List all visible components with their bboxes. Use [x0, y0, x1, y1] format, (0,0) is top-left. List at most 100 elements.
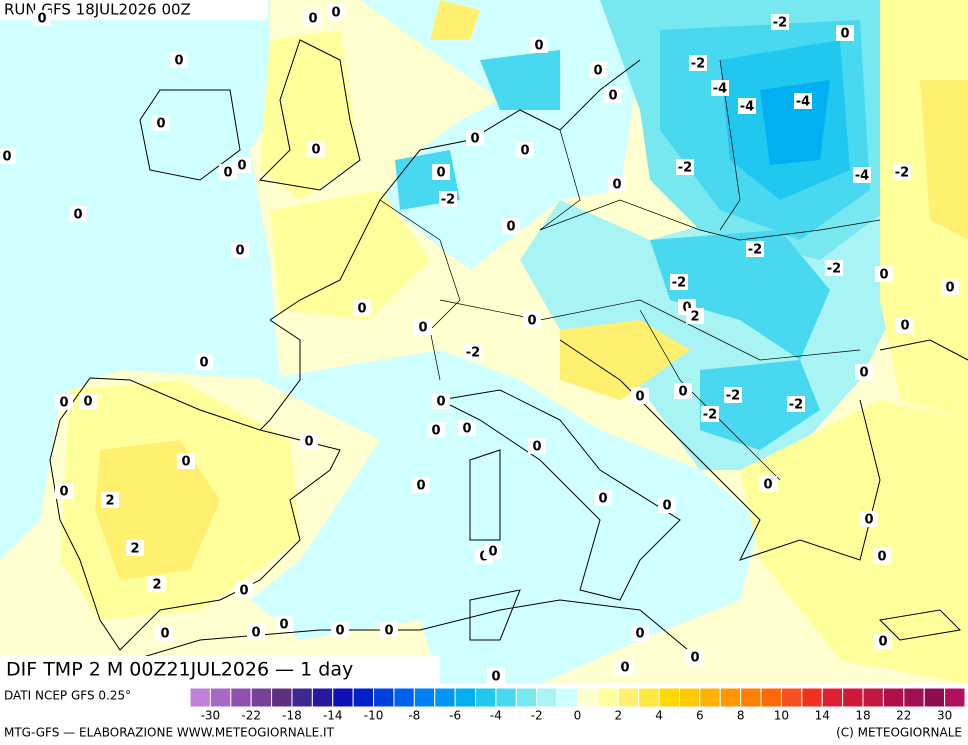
label-bg — [101, 492, 119, 508]
contour-label: 0 — [678, 385, 687, 400]
contour-label: 0 — [608, 89, 617, 104]
label-bg — [275, 616, 293, 632]
contour-label: 0 — [900, 319, 909, 334]
contour-label: -2 — [789, 398, 803, 413]
contour-label: 0 — [37, 12, 46, 27]
label-bg — [484, 543, 502, 559]
scale-box — [597, 687, 619, 708]
scale-box — [332, 687, 354, 708]
label-bg — [458, 420, 476, 436]
run-label: RUN GFS 18JUL2026 00Z — [4, 1, 191, 19]
contour-label: 2 — [690, 310, 699, 325]
label-bg — [33, 10, 51, 26]
contour-label: 0 — [235, 244, 244, 259]
scale-box — [209, 687, 232, 708]
label-bg — [530, 37, 548, 53]
scale-box — [393, 687, 415, 708]
contour-label: 0 — [239, 584, 248, 599]
contour-label: 0 — [462, 422, 471, 437]
label-bg — [487, 668, 505, 684]
label-bg — [853, 167, 871, 183]
scale-box — [780, 687, 803, 708]
field-shading — [0, 0, 968, 684]
scale-tick-label: -2 — [531, 709, 543, 723]
contour-label: 0 — [59, 485, 68, 500]
label-bg — [300, 433, 318, 449]
contour-label: 0 — [520, 144, 529, 159]
contour-label: -2 — [703, 408, 717, 423]
scale-box — [230, 687, 252, 708]
label-bg — [380, 622, 398, 638]
scale-tick-label: -8 — [408, 709, 420, 723]
label-bg — [0, 148, 16, 164]
contour-label: 0 — [436, 395, 445, 410]
contour-label: 0 — [593, 64, 602, 79]
scale-tick-label: 22 — [896, 709, 911, 723]
run-box — [0, 0, 268, 20]
label-bg — [674, 383, 692, 399]
label-bg — [941, 279, 959, 295]
label-bg — [658, 497, 676, 513]
contour-label: 0 — [945, 281, 954, 296]
scale-tick-label: -22 — [241, 709, 261, 723]
label-bg — [152, 115, 170, 131]
label-bg — [746, 241, 764, 257]
label-bg — [439, 191, 457, 207]
label-bg — [608, 176, 626, 192]
scale-box — [719, 687, 742, 708]
label-bg — [231, 242, 249, 258]
label-bg — [893, 164, 911, 180]
label-bg — [631, 625, 649, 641]
contour-label: -2 — [773, 16, 787, 31]
contour-label: -2 — [726, 389, 740, 404]
label-bg — [412, 477, 430, 493]
scale-tick-label: 8 — [737, 709, 745, 723]
scale-box — [944, 687, 966, 708]
label-bg — [55, 483, 73, 499]
label-bg — [724, 387, 742, 403]
contour-label: 0 — [384, 624, 393, 639]
scale-tick-label: -30 — [201, 709, 221, 723]
contour-label: -2 — [466, 346, 480, 361]
contour-label: 0 — [635, 627, 644, 642]
label-bg — [55, 394, 73, 410]
contour-label: 0 — [418, 321, 427, 336]
contour-label: 0 — [488, 545, 497, 560]
scale-box — [556, 687, 579, 708]
contour-label: -4 — [855, 169, 869, 184]
label-bg — [502, 218, 520, 234]
contour-labels: 0 0 0 0 0 -2 0 -2 0 -4 0 -4 -4 0 0 0 0 0 0 0 -2 -4 -2 0 -2 0 0 0 0 -2… — [0, 4, 959, 685]
scale-box — [658, 687, 680, 708]
scale-box — [617, 687, 640, 708]
label-bg — [523, 312, 541, 328]
label-bg — [825, 260, 843, 276]
scale-tick-label: 0 — [574, 709, 582, 723]
contour-label: 0 — [156, 117, 165, 132]
label-bg — [304, 10, 322, 26]
label-bg — [896, 317, 914, 333]
contour-label: -4 — [796, 95, 810, 110]
label-bg — [794, 93, 812, 109]
contour-label: -2 — [441, 193, 455, 208]
scale-tick-label: -4 — [490, 709, 502, 723]
label-bg — [594, 490, 612, 506]
label-bg — [689, 55, 707, 71]
contour-label: -2 — [748, 243, 762, 258]
contour-label: 0 — [612, 178, 621, 193]
contour-label: 0 — [279, 618, 288, 633]
contour-label: 0 — [864, 513, 873, 528]
contour-label: -2 — [895, 166, 909, 181]
contour-label: 0 — [598, 492, 607, 507]
label-bg — [860, 511, 878, 527]
contour-label: 0 — [878, 635, 887, 650]
label-bg — [156, 625, 174, 641]
scale-box — [862, 687, 884, 708]
contour-label: 0 — [840, 27, 849, 42]
label-bg — [676, 159, 694, 175]
contour-label: 2 — [152, 578, 161, 593]
contour-label: 0 — [431, 424, 440, 439]
contour-label: 0 — [223, 166, 232, 181]
label-bg — [873, 548, 891, 564]
label-bg — [414, 319, 432, 335]
contour-label: 0 — [635, 390, 644, 405]
